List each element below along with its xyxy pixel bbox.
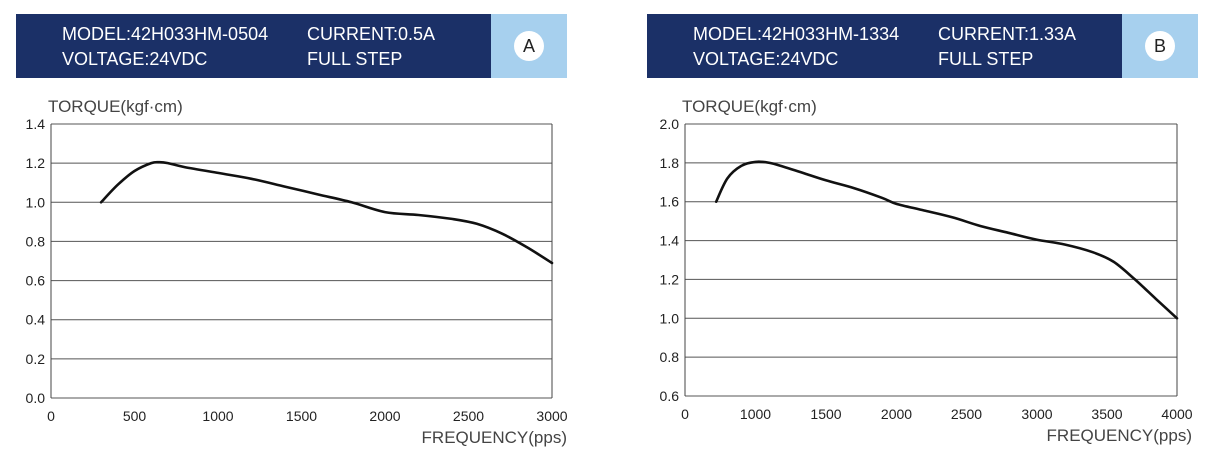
y-tick-label-a-0: 0.0 [26, 390, 46, 406]
x-tick-label-b-0: 0 [681, 406, 689, 422]
y-tick-label-b-0: 0.6 [660, 388, 680, 404]
chart-panel-a: MODEL:42H033HM-0504 CURRENT:0.5A VOLTAGE… [0, 0, 600, 461]
current-label-a: CURRENT:0.5A [307, 24, 436, 44]
badge-a: A [514, 31, 544, 61]
chart-panel-b: MODEL:42H033HM-1334 CURRENT:1.33A VOLTAG… [631, 0, 1208, 461]
x-tick-label-a-5: 2500 [453, 408, 484, 424]
y-tick-label-b-7: 2.0 [660, 116, 680, 132]
y-tick-label-a-1: 0.2 [26, 351, 46, 367]
x-tick-label-a-6: 3000 [536, 408, 567, 424]
x-tick-label-a-1: 500 [123, 408, 147, 424]
x-axis-title-a: FREQUENCY(pps) [422, 428, 567, 447]
x-tick-label-b-6: 3500 [1091, 406, 1122, 422]
x-tick-label-b-1: 1000 [740, 406, 771, 422]
voltage-label-b: VOLTAGE:24VDC [693, 49, 839, 69]
y-tick-label-b-3: 1.2 [660, 271, 680, 287]
x-tick-label-b-7: 4000 [1161, 406, 1192, 422]
x-tick-label-a-0: 0 [47, 408, 55, 424]
header-a: MODEL:42H033HM-0504 CURRENT:0.5A VOLTAGE… [16, 14, 567, 78]
y-tick-label-b-1: 0.8 [660, 349, 680, 365]
badge-b: B [1145, 31, 1175, 61]
y-tick-label-a-4: 0.8 [26, 233, 46, 249]
torque-chart-a: 0.0 0.2 0.4 0.6 0.8 1.0 1.2 1.4 0 500 1000 1500 2000… [26, 97, 568, 447]
x-axis-title-b: FREQUENCY(pps) [1047, 426, 1192, 445]
x-tick-label-b-2: 1500 [810, 406, 841, 422]
current-label-b: CURRENT:1.33A [938, 24, 1077, 44]
voltage-label-a: VOLTAGE:24VDC [62, 49, 208, 69]
y-tick-label-a-2: 0.4 [26, 312, 46, 328]
y-tick-label-b-6: 1.8 [660, 155, 680, 171]
model-label-a: MODEL:42H033HM-0504 [62, 24, 269, 44]
x-tick-label-a-2: 1000 [202, 408, 233, 424]
y-axis-title-a: TORQUE(kgf·cm) [48, 97, 183, 116]
header-b: MODEL:42H033HM-1334 CURRENT:1.33A VOLTAG… [647, 14, 1198, 78]
y-tick-label-b-4: 1.4 [660, 233, 680, 249]
x-tick-label-b-5: 3000 [1021, 406, 1052, 422]
badge-box-b: B [1122, 14, 1198, 78]
torque-chart-b: 0.6 0.8 1.0 1.2 1.4 1.6 1.8 2.0 0 1000 1500 2000 250… [660, 97, 1193, 445]
x-tick-label-b-3: 2000 [881, 406, 912, 422]
y-tick-label-a-7: 1.4 [26, 116, 46, 132]
torque-curve-b-0 [714, 160, 1179, 320]
x-tick-label-a-3: 1500 [286, 408, 317, 424]
step-label-b: FULL STEP [938, 49, 1034, 69]
y-tick-label-a-6: 1.2 [26, 155, 46, 171]
y-tick-label-b-5: 1.6 [660, 194, 680, 210]
y-tick-label-a-3: 0.6 [26, 273, 46, 289]
x-tick-label-b-4: 2500 [951, 406, 982, 422]
y-tick-label-a-5: 1.0 [26, 194, 46, 210]
badge-box-a: A [491, 14, 567, 78]
step-label-a: FULL STEP [307, 49, 403, 69]
x-tick-label-a-4: 2000 [369, 408, 400, 424]
torque-curve-a-0 [99, 160, 554, 265]
y-tick-label-b-2: 1.0 [660, 310, 680, 326]
y-axis-title-b: TORQUE(kgf·cm) [682, 97, 817, 116]
model-label-b: MODEL:42H033HM-1334 [693, 24, 900, 44]
